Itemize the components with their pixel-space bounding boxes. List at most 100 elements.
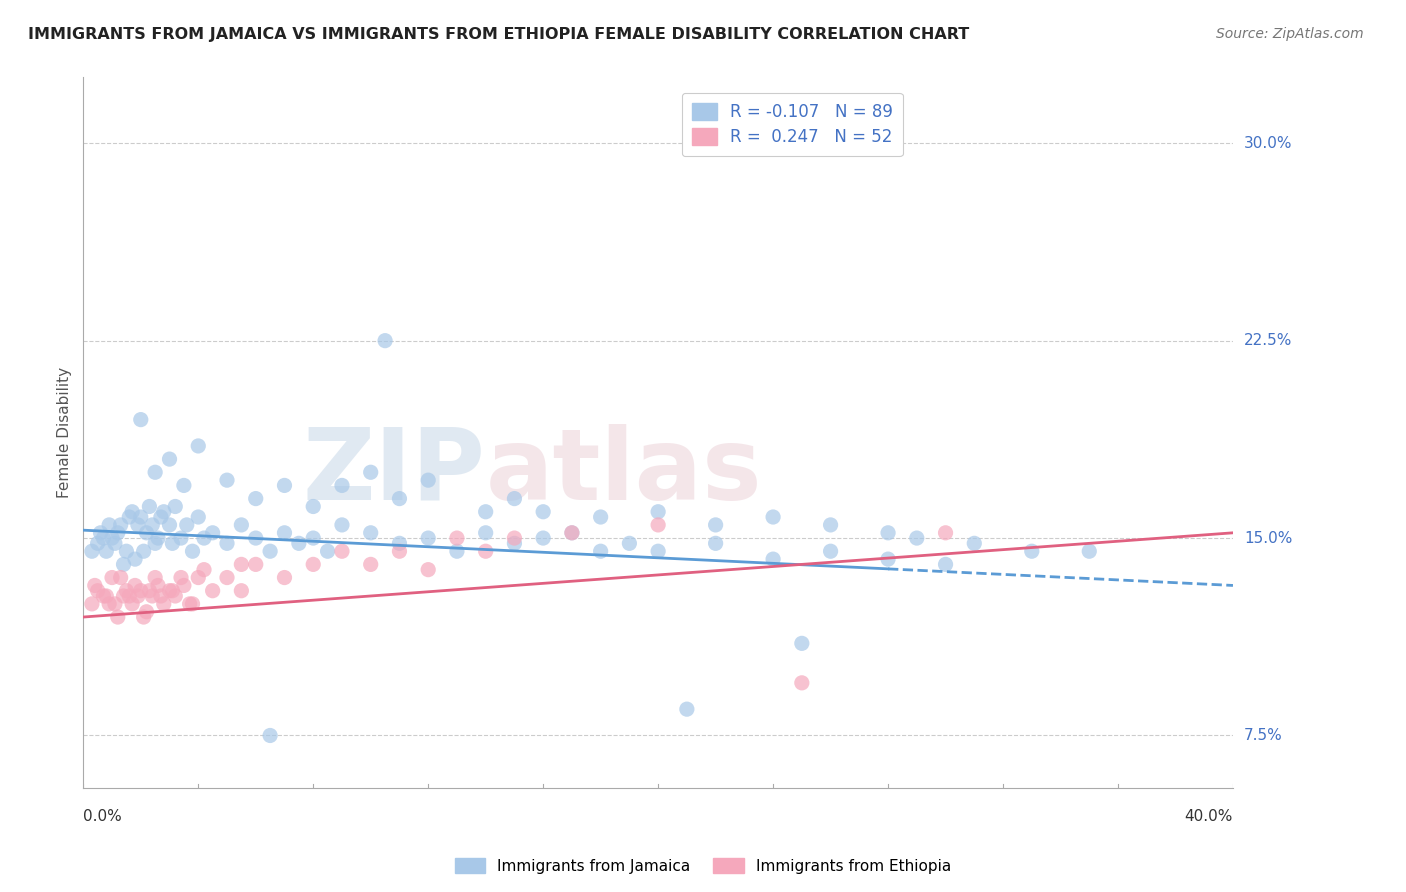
Point xyxy=(129,583,152,598)
Point xyxy=(152,505,174,519)
Point xyxy=(905,531,928,545)
Point xyxy=(80,544,103,558)
Point xyxy=(360,525,382,540)
Point xyxy=(124,578,146,592)
Point xyxy=(330,517,353,532)
Text: 7.5%: 7.5% xyxy=(1244,728,1282,743)
Point xyxy=(374,334,396,348)
Point xyxy=(101,570,124,584)
Point xyxy=(302,558,325,572)
Y-axis label: Female Disability: Female Disability xyxy=(58,368,72,499)
Point xyxy=(173,578,195,592)
Point xyxy=(96,544,118,558)
Point xyxy=(231,517,253,532)
Point xyxy=(110,570,132,584)
Point xyxy=(143,570,166,584)
Point xyxy=(388,544,411,558)
Point xyxy=(193,531,215,545)
Point xyxy=(935,558,957,572)
Point xyxy=(101,531,124,545)
Text: ZIP: ZIP xyxy=(302,424,485,521)
Point xyxy=(112,589,135,603)
Point xyxy=(474,544,496,558)
Point xyxy=(245,531,267,545)
Point xyxy=(107,525,129,540)
Point xyxy=(704,536,727,550)
Text: IMMIGRANTS FROM JAMAICA VS IMMIGRANTS FROM ETHIOPIA FEMALE DISABILITY CORRELATIO: IMMIGRANTS FROM JAMAICA VS IMMIGRANTS FR… xyxy=(28,27,969,42)
Point xyxy=(531,505,554,519)
Legend: R = -0.107   N = 89, R =  0.247   N = 52: R = -0.107 N = 89, R = 0.247 N = 52 xyxy=(682,93,903,156)
Point xyxy=(152,597,174,611)
Point xyxy=(118,510,141,524)
Point xyxy=(93,589,115,603)
Point xyxy=(259,729,281,743)
Point xyxy=(181,544,204,558)
Point xyxy=(115,544,138,558)
Point xyxy=(215,536,238,550)
Point xyxy=(118,589,141,603)
Point xyxy=(474,505,496,519)
Point xyxy=(215,473,238,487)
Text: 15.0%: 15.0% xyxy=(1244,531,1292,546)
Point xyxy=(273,478,295,492)
Point xyxy=(124,552,146,566)
Point xyxy=(176,517,198,532)
Point xyxy=(245,491,267,506)
Point xyxy=(1021,544,1043,558)
Text: 22.5%: 22.5% xyxy=(1244,333,1292,348)
Point xyxy=(187,510,209,524)
Point xyxy=(474,525,496,540)
Point xyxy=(231,558,253,572)
Point xyxy=(330,478,353,492)
Point xyxy=(159,583,181,598)
Point xyxy=(619,536,641,550)
Point xyxy=(790,636,813,650)
Point xyxy=(96,589,118,603)
Text: atlas: atlas xyxy=(485,424,762,521)
Point xyxy=(80,597,103,611)
Point xyxy=(129,510,152,524)
Point xyxy=(259,544,281,558)
Point xyxy=(104,536,127,550)
Point xyxy=(704,517,727,532)
Point xyxy=(107,610,129,624)
Point xyxy=(132,544,155,558)
Point xyxy=(115,583,138,598)
Point xyxy=(170,531,193,545)
Point xyxy=(388,491,411,506)
Text: 30.0%: 30.0% xyxy=(1244,136,1292,151)
Point xyxy=(86,536,108,550)
Text: Source: ZipAtlas.com: Source: ZipAtlas.com xyxy=(1216,27,1364,41)
Point xyxy=(187,570,209,584)
Point xyxy=(146,578,169,592)
Point xyxy=(181,597,204,611)
Point xyxy=(83,578,105,592)
Point xyxy=(149,589,172,603)
Point xyxy=(316,544,339,558)
Point xyxy=(302,500,325,514)
Point xyxy=(647,505,669,519)
Point xyxy=(135,525,157,540)
Point xyxy=(820,517,842,532)
Point xyxy=(121,597,143,611)
Point xyxy=(388,536,411,550)
Point xyxy=(173,478,195,492)
Point xyxy=(135,605,157,619)
Point xyxy=(589,544,612,558)
Point xyxy=(162,536,184,550)
Point xyxy=(129,412,152,426)
Point xyxy=(201,583,224,598)
Point xyxy=(165,589,187,603)
Point xyxy=(127,517,149,532)
Point xyxy=(935,525,957,540)
Point xyxy=(231,583,253,598)
Point xyxy=(790,676,813,690)
Point xyxy=(418,563,440,577)
Point xyxy=(360,558,382,572)
Point xyxy=(179,597,201,611)
Point xyxy=(98,517,121,532)
Point xyxy=(676,702,699,716)
Point xyxy=(193,563,215,577)
Point xyxy=(288,536,311,550)
Point xyxy=(418,531,440,545)
